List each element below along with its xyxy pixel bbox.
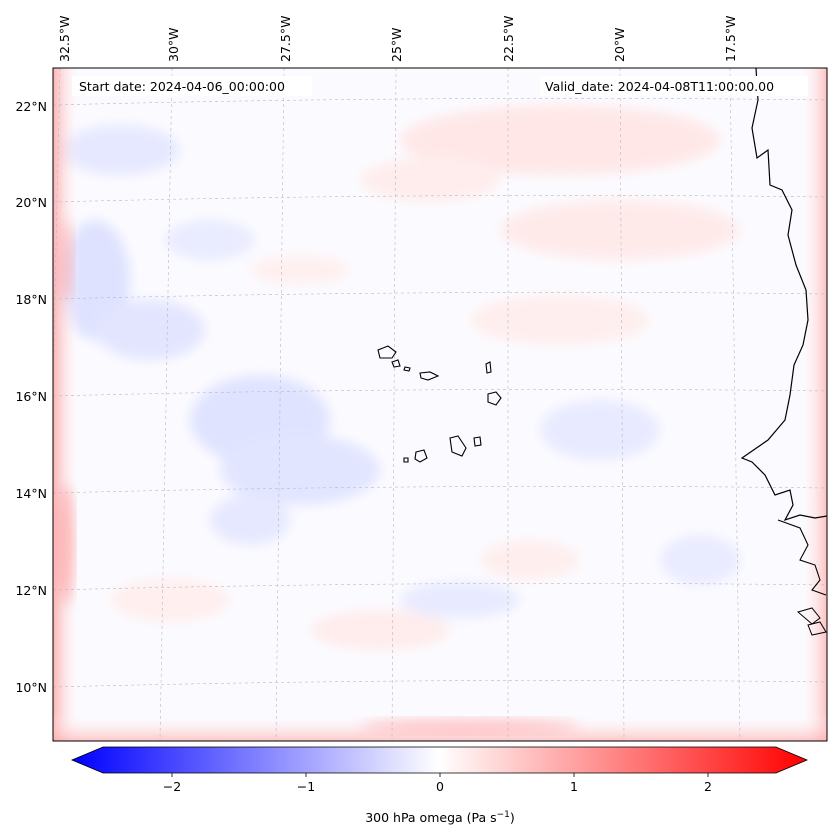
lat-label: 14°N: [15, 486, 47, 501]
colorbar-tick-label: 0: [436, 779, 444, 794]
start-date-box: [72, 76, 312, 96]
colorbar-title: 300 hPa omega (Pa s−1): [365, 810, 515, 825]
colorbar: −2 −1 0 1 2 300 hPa omega (Pa s−1): [70, 746, 809, 825]
lon-label: 27.5°W: [278, 16, 293, 62]
colorbar-tick-label: 2: [704, 779, 712, 794]
colorbar-tick-label: −1: [297, 779, 315, 794]
colorbar-title-close: ): [510, 810, 515, 825]
lat-label: 22°N: [15, 99, 47, 114]
valid-date-label: Valid_date: 2024-04-08T11:00:00.00: [545, 79, 774, 94]
lat-label: 18°N: [15, 292, 47, 307]
lon-label: 17.5°W: [723, 16, 738, 62]
longitude-labels: 32.5°W 30°W 27.5°W 25°W 22.5°W 20°W 17.5…: [57, 16, 738, 62]
colorbar-tick-label: −2: [163, 779, 181, 794]
start-date-label: Start date: 2024-04-06_00:00:00: [79, 79, 285, 94]
cape-verde-islands: [377, 345, 502, 463]
colorbar-title-main: 300 hPa omega (Pa s: [365, 810, 496, 825]
map-frame: [52, 67, 828, 742]
colorbar-title-exponent: −1: [497, 810, 510, 820]
left-boundary-band: [53, 68, 81, 741]
colorbar-bar: [70, 746, 809, 774]
graticule: [53, 68, 827, 741]
lon-label: 30°W: [166, 27, 181, 62]
map-panel: [53, 68, 827, 741]
colorbar-ticks: [171, 773, 709, 777]
colorbar-tick-label: 1: [570, 779, 578, 794]
valid-date-box: [540, 76, 808, 96]
lon-label: 25°W: [389, 27, 404, 62]
bijagos-island-2: [807, 621, 827, 636]
lat-label: 20°N: [15, 195, 47, 210]
lat-label: 16°N: [15, 389, 47, 404]
lon-label: 32.5°W: [57, 16, 72, 62]
bijagos-island: [796, 607, 821, 625]
lat-label: 10°N: [15, 680, 47, 695]
lon-label: 22.5°W: [501, 16, 516, 62]
right-boundary-band: [799, 68, 827, 741]
guinea-bissau-coast: [777, 519, 827, 596]
latitude-labels: 22°N 20°N 18°N 16°N 14°N 12°N 10°N: [15, 99, 47, 695]
lon-label: 20°W: [612, 27, 627, 62]
lat-label: 12°N: [15, 583, 47, 598]
west-africa-coastline: [740, 68, 827, 522]
